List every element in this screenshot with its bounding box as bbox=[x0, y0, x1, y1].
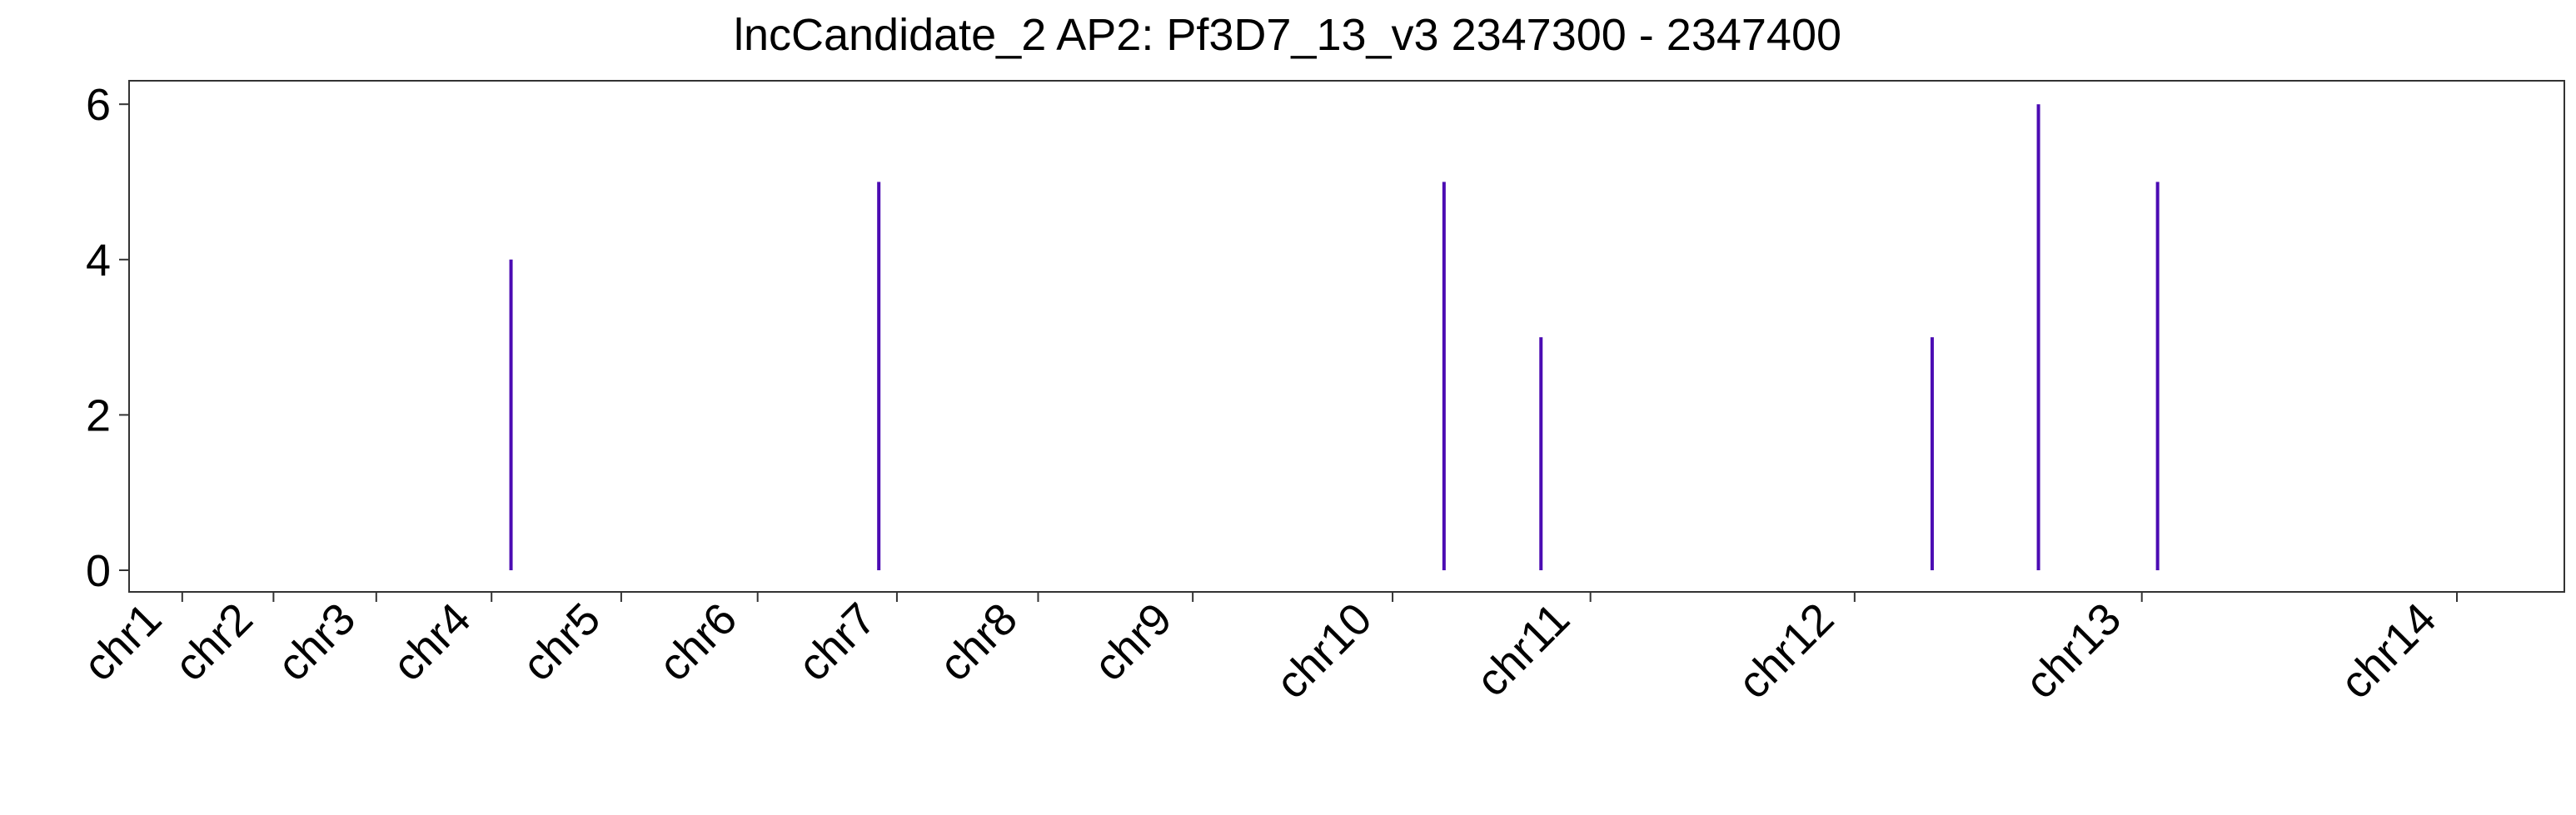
y-tick-label: 4 bbox=[86, 236, 111, 286]
x-tick-label-chr7: chr7 bbox=[789, 594, 886, 691]
plot-frame bbox=[128, 80, 2565, 593]
x-tick-label-chr13: chr13 bbox=[2015, 594, 2130, 708]
x-tick-label-chr4: chr4 bbox=[383, 594, 481, 691]
x-tick-label-chr8: chr8 bbox=[929, 594, 1027, 691]
y-axis: 0 2 4 6 bbox=[86, 80, 129, 596]
x-tick-label-chr1: chr1 bbox=[74, 594, 172, 691]
x-tick-label-chr9: chr9 bbox=[1084, 594, 1182, 691]
x-tick-label-chr14: chr14 bbox=[2331, 594, 2446, 708]
x-tick-label-chr10: chr10 bbox=[1267, 594, 1382, 708]
x-tick-label-chr3: chr3 bbox=[268, 594, 366, 691]
bars-group bbox=[509, 104, 2160, 570]
y-tick-label: 2 bbox=[86, 390, 111, 440]
x-tick-label-chr6: chr6 bbox=[649, 594, 746, 691]
chart-title: lncCandidate_2 AP2: Pf3D7_13_v3 2347300 … bbox=[734, 10, 1841, 60]
y-tick-label: 0 bbox=[86, 546, 111, 596]
x-tick-label-chr11: chr11 bbox=[1467, 594, 1579, 706]
x-tick-label-chr2: chr2 bbox=[165, 594, 262, 691]
x-tick-label-chr12: chr12 bbox=[1728, 594, 1843, 708]
y-tick-label: 6 bbox=[86, 80, 111, 130]
x-tick-label-chr5: chr5 bbox=[513, 594, 610, 691]
